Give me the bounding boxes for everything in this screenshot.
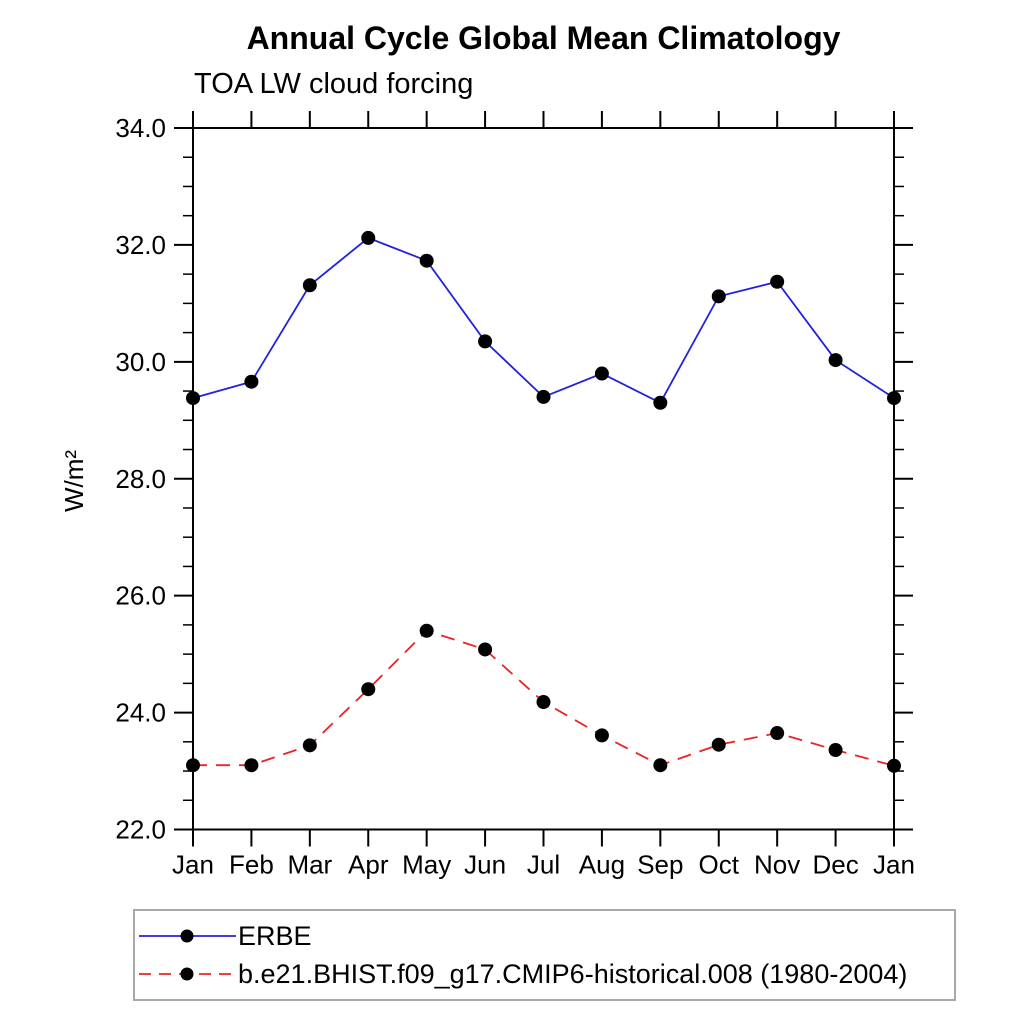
- chart-title: Annual Cycle Global Mean Climatology: [246, 20, 841, 56]
- svg-text:Jul: Jul: [527, 850, 560, 880]
- svg-text:Jun: Jun: [464, 850, 506, 880]
- legend-label-model: b.e21.BHIST.f09_g17.CMIP6-historical.008…: [238, 958, 908, 989]
- svg-text:May: May: [402, 850, 451, 880]
- svg-text:Jan: Jan: [172, 850, 214, 880]
- svg-text:Dec: Dec: [812, 850, 858, 880]
- legend-item-model: b.e21.BHIST.f09_g17.CMIP6-historical.008…: [137, 955, 954, 993]
- legend-line-sample-dashed: [139, 967, 236, 981]
- svg-text:Jan: Jan: [873, 850, 915, 880]
- svg-text:22.0: 22.0: [115, 815, 166, 845]
- svg-text:Aug: Aug: [579, 850, 625, 880]
- svg-text:28.0: 28.0: [115, 464, 166, 494]
- chart-subtitle: TOA LW cloud forcing: [194, 68, 474, 100]
- svg-text:Feb: Feb: [229, 850, 274, 880]
- legend: ERBE b.e21.BHIST.f09_g17.CMIP6-historica…: [133, 909, 956, 1001]
- svg-text:34.0: 34.0: [115, 113, 166, 143]
- legend-line-sample-solid: [139, 929, 236, 943]
- legend-label-erbe: ERBE: [238, 920, 312, 951]
- svg-text:Sep: Sep: [637, 850, 683, 880]
- legend-item-erbe: ERBE: [137, 917, 954, 955]
- svg-text:26.0: 26.0: [115, 581, 166, 611]
- svg-text:Mar: Mar: [287, 850, 332, 880]
- svg-text:24.0: 24.0: [115, 698, 166, 728]
- svg-text:Apr: Apr: [348, 850, 389, 880]
- svg-text:Nov: Nov: [754, 850, 800, 880]
- svg-text:Oct: Oct: [699, 850, 740, 880]
- svg-text:30.0: 30.0: [115, 347, 166, 377]
- svg-text:32.0: 32.0: [115, 230, 166, 260]
